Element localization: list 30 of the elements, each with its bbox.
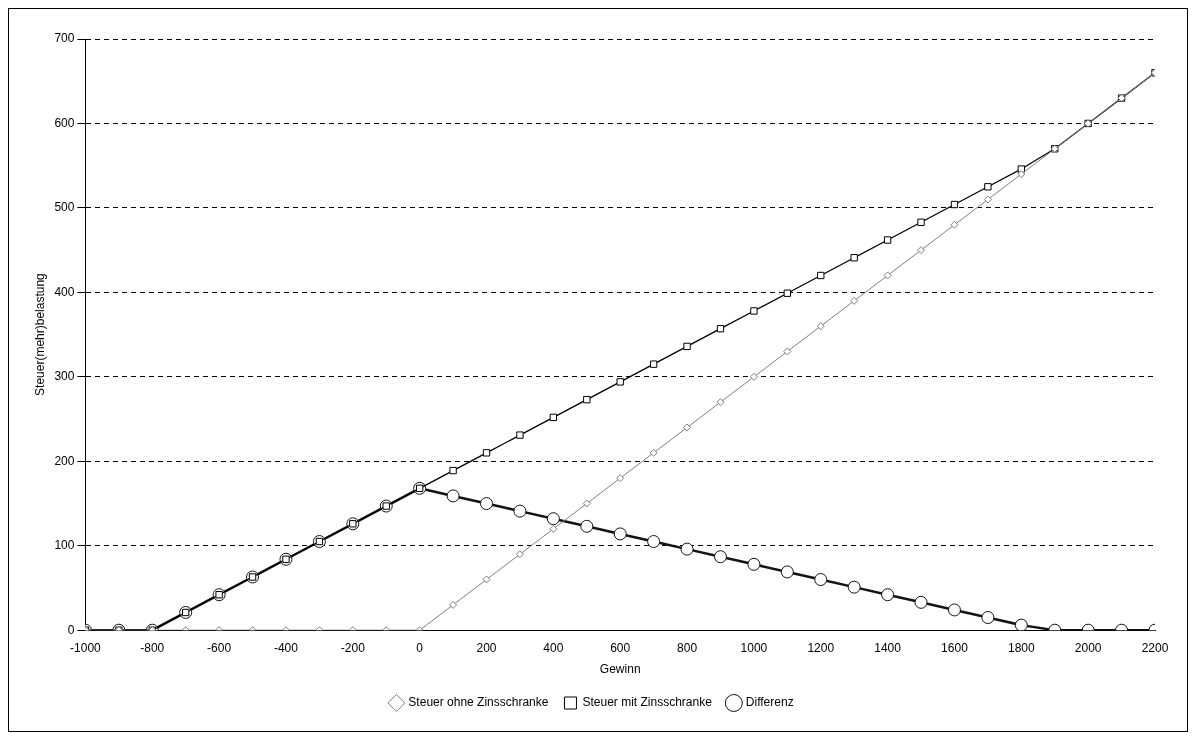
y-tick-label: 300 xyxy=(54,369,75,384)
y-tick-label: 100 xyxy=(54,538,75,553)
legend-label: Steuer ohne Zinsschranke xyxy=(408,695,549,710)
legend-label: Differenz xyxy=(745,695,794,710)
x-axis-title: Gewinn xyxy=(599,662,641,677)
x-tick-label: -200 xyxy=(340,640,366,655)
x-tick-label: -800 xyxy=(140,640,165,655)
x-tick-label: 2200 xyxy=(1141,640,1169,655)
legend-label: Steuer mit Zinsschranke xyxy=(582,695,713,710)
x-tick-label: 400 xyxy=(543,640,564,655)
x-tick-label: -600 xyxy=(207,640,232,655)
x-tick-label: -1000 xyxy=(70,640,102,655)
x-tick-label: 200 xyxy=(476,640,497,655)
x-tick-label: 1400 xyxy=(874,640,902,655)
x-tick-label: 2000 xyxy=(1074,640,1102,655)
x-tick-label: 1200 xyxy=(807,640,835,655)
y-axis-title: Steuer(mehr)belastung xyxy=(32,273,47,396)
x-tick-label: 1000 xyxy=(740,640,768,655)
y-tick-label: 200 xyxy=(54,453,75,468)
y-tick-label: 700 xyxy=(54,31,75,46)
x-tick-label: 0 xyxy=(416,640,424,655)
x-tick-label: 600 xyxy=(610,640,631,655)
x-tick-label: -400 xyxy=(273,640,299,655)
y-tick-label: 400 xyxy=(54,284,75,299)
x-tick-label: 800 xyxy=(677,640,698,655)
x-tick-label: 1800 xyxy=(1007,640,1035,655)
x-tick-label: 1600 xyxy=(941,640,969,655)
y-tick-label: 600 xyxy=(54,115,75,130)
y-tick-label: 500 xyxy=(54,200,75,215)
y-tick-label: 0 xyxy=(67,622,75,637)
